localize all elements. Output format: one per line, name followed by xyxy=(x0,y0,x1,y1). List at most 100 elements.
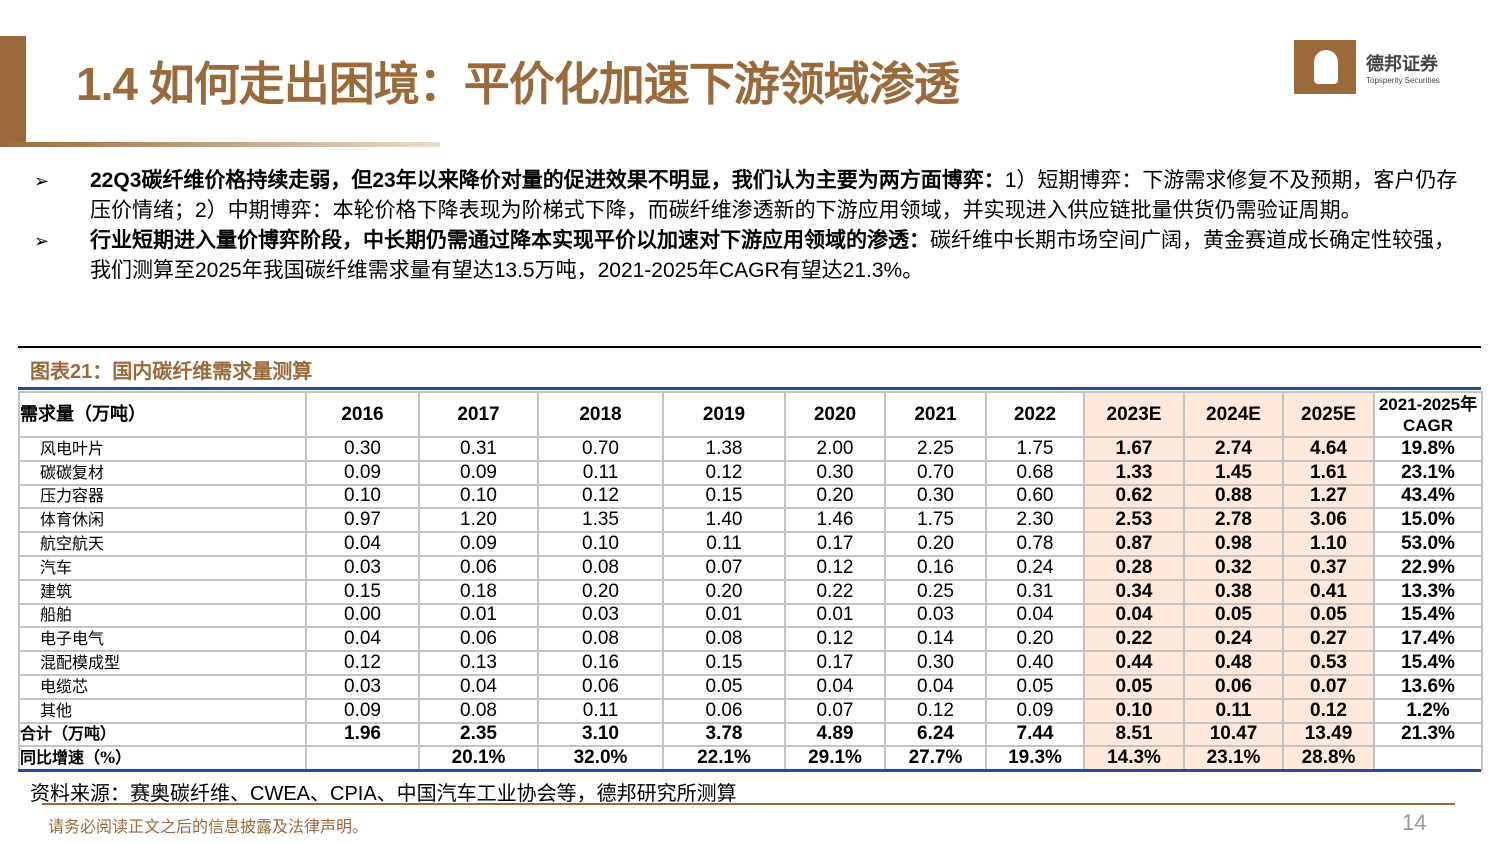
table-cell: 22.1% xyxy=(662,745,786,772)
table-cell: 20.1% xyxy=(418,745,539,772)
column-header: 2017 xyxy=(418,391,539,438)
table-row: 同比增速（%） 20.1% 32.0% 22.1% 29.1% 27.7% 19.3% 14.… xyxy=(18,745,1483,772)
table-cell: 0.01 xyxy=(784,602,886,629)
table-cell: 0.25 xyxy=(884,578,987,605)
table-row: 电缆芯 0.03 0.04 0.06 0.05 0.04 0.04 0.05 0.05 0.06 0… xyxy=(18,673,1483,700)
table-cell: 19.3% xyxy=(985,745,1085,772)
row-label: 混配模成型 xyxy=(18,650,307,676)
table-cell: 0.04 xyxy=(305,531,420,557)
bullet-bold: 22Q3碳纤维价格持续走弱，但23年以来降价对量的促进效果不明显，我们认为主要为… xyxy=(90,169,1005,192)
table-cell: 0.07 xyxy=(662,554,786,581)
table-cell: 0.53 xyxy=(1282,650,1375,676)
table-cell: 0.37 xyxy=(1282,554,1375,581)
table-cell: 2.53 xyxy=(1083,507,1185,534)
row-label: 航空航天 xyxy=(18,531,307,557)
table-cell: 0.04 xyxy=(418,673,539,700)
logo: 德邦证券 Topsperity Securities xyxy=(1294,40,1440,94)
table-cell: 8.51 xyxy=(1083,721,1185,748)
table-cell: 32.0% xyxy=(537,745,664,772)
table-cell: 0.14 xyxy=(884,626,987,653)
table-cell: 0.10 xyxy=(1083,697,1185,724)
table-cell: 0.05 xyxy=(1282,602,1375,629)
table-cell: 0.10 xyxy=(537,531,664,557)
divider xyxy=(18,346,1481,348)
table-cell: 17.4% xyxy=(1373,626,1483,653)
table-cell: 14.3% xyxy=(1083,745,1185,772)
table-cell: 0.32 xyxy=(1183,554,1284,581)
table-cell: 4.64 xyxy=(1282,436,1375,462)
table-cell: 0.04 xyxy=(884,673,987,700)
table-cell: 0.44 xyxy=(1083,650,1185,676)
table-row: 合计（万吨） 1.96 2.35 3.10 3.78 4.89 6.24 7.44 8.51 10… xyxy=(18,721,1483,748)
table-cell: 0.07 xyxy=(1282,673,1375,700)
table-cell: 1.96 xyxy=(305,721,420,748)
table-cell: 0.40 xyxy=(985,650,1085,676)
row-label: 碳碳复材 xyxy=(18,459,307,486)
table-cell: 0.24 xyxy=(985,554,1085,581)
table-cell: 1.67 xyxy=(1083,436,1185,462)
table-cell: 0.62 xyxy=(1083,483,1185,510)
table-cell: 15.0% xyxy=(1373,507,1483,534)
logo-cn: 德邦证券 xyxy=(1366,53,1438,74)
table-cell: 0.20 xyxy=(985,626,1085,653)
table-cell: 2.00 xyxy=(784,436,886,462)
column-header: 2018 xyxy=(537,391,664,438)
table-cell: 1.75 xyxy=(985,436,1085,462)
table-cell: 0.24 xyxy=(1183,626,1284,653)
table-cell: 1.61 xyxy=(1282,459,1375,486)
bullet-item: ➢ 22Q3碳纤维价格持续走弱，但23年以来降价对量的促进效果不明显，我们认为主… xyxy=(34,166,1474,226)
table-cell: 0.11 xyxy=(537,697,664,724)
column-header: 2023E xyxy=(1083,391,1185,438)
table-cell: 0.08 xyxy=(537,626,664,653)
table-cell: 0.03 xyxy=(305,554,420,581)
row-label: 同比增速（%） xyxy=(18,745,307,772)
table-row: 风电叶片 0.30 0.31 0.70 1.38 2.00 2.25 1.75 1.67 2.74… xyxy=(18,436,1483,462)
table-cell: 0.11 xyxy=(1183,697,1284,724)
table-cell: 0.70 xyxy=(884,459,987,486)
table-row: 碳碳复材 0.09 0.09 0.11 0.12 0.30 0.70 0.68 1.33 1.45… xyxy=(18,459,1483,486)
table-cell: 0.00 xyxy=(305,602,420,629)
table-cell: 0.11 xyxy=(537,459,664,486)
table-cell: 0.18 xyxy=(418,578,539,605)
table-cell: 27.7% xyxy=(884,745,987,772)
table-cell: 0.01 xyxy=(418,602,539,629)
table-cell: 0.16 xyxy=(884,554,987,581)
row-label: 风电叶片 xyxy=(18,436,307,462)
table-cell xyxy=(1373,745,1483,772)
table-cell: 0.01 xyxy=(662,602,786,629)
table-cell: 1.10 xyxy=(1282,531,1375,557)
bullet-text: 碳纤维中长期市场空间广阔，黄金赛道成长确定性较强，我们测算至2025年我国碳纤维… xyxy=(90,229,1455,282)
table-cell: 4.89 xyxy=(784,721,886,748)
table-cell: 0.22 xyxy=(1083,626,1185,653)
table-cell: 6.24 xyxy=(884,721,987,748)
table-cell: 0.06 xyxy=(418,554,539,581)
row-label: 电子电气 xyxy=(18,626,307,653)
table-cell: 2.35 xyxy=(418,721,539,748)
table-cell: 0.22 xyxy=(784,578,886,605)
table-cell: 1.45 xyxy=(1183,459,1284,486)
table-cell: 1.46 xyxy=(784,507,886,534)
row-label: 建筑 xyxy=(18,578,307,605)
table-cell: 0.06 xyxy=(662,697,786,724)
table-cell: 1.75 xyxy=(884,507,987,534)
row-label: 汽车 xyxy=(18,554,307,581)
table-cell: 43.4% xyxy=(1373,483,1483,510)
table-cell: 0.05 xyxy=(1083,673,1185,700)
table-cell: 1.40 xyxy=(662,507,786,534)
table-cell: 0.15 xyxy=(305,578,420,605)
bullet-list: ➢ 22Q3碳纤维价格持续走弱，但23年以来降价对量的促进效果不明显，我们认为主… xyxy=(34,166,1474,286)
title-accent-bar xyxy=(0,36,26,146)
table-cell: 0.12 xyxy=(305,650,420,676)
table-cell: 2.74 xyxy=(1183,436,1284,462)
table-cell: 0.41 xyxy=(1282,578,1375,605)
table-cell: 0.31 xyxy=(985,578,1085,605)
bullet-bold: 行业短期进入量价博弈阶段，中长期仍需通过降本实现平价以加速对下游应用领域的渗透： xyxy=(90,229,930,252)
table-cell: 1.2% xyxy=(1373,697,1483,724)
table-cell: 0.68 xyxy=(985,459,1085,486)
table-cell: 0.12 xyxy=(1282,697,1375,724)
logo-en: Topsperity Securities xyxy=(1366,75,1440,85)
table-cell: 1.35 xyxy=(537,507,664,534)
table-cell: 0.09 xyxy=(305,459,420,486)
table-cell: 13.3% xyxy=(1373,578,1483,605)
table-cell: 0.05 xyxy=(985,673,1085,700)
